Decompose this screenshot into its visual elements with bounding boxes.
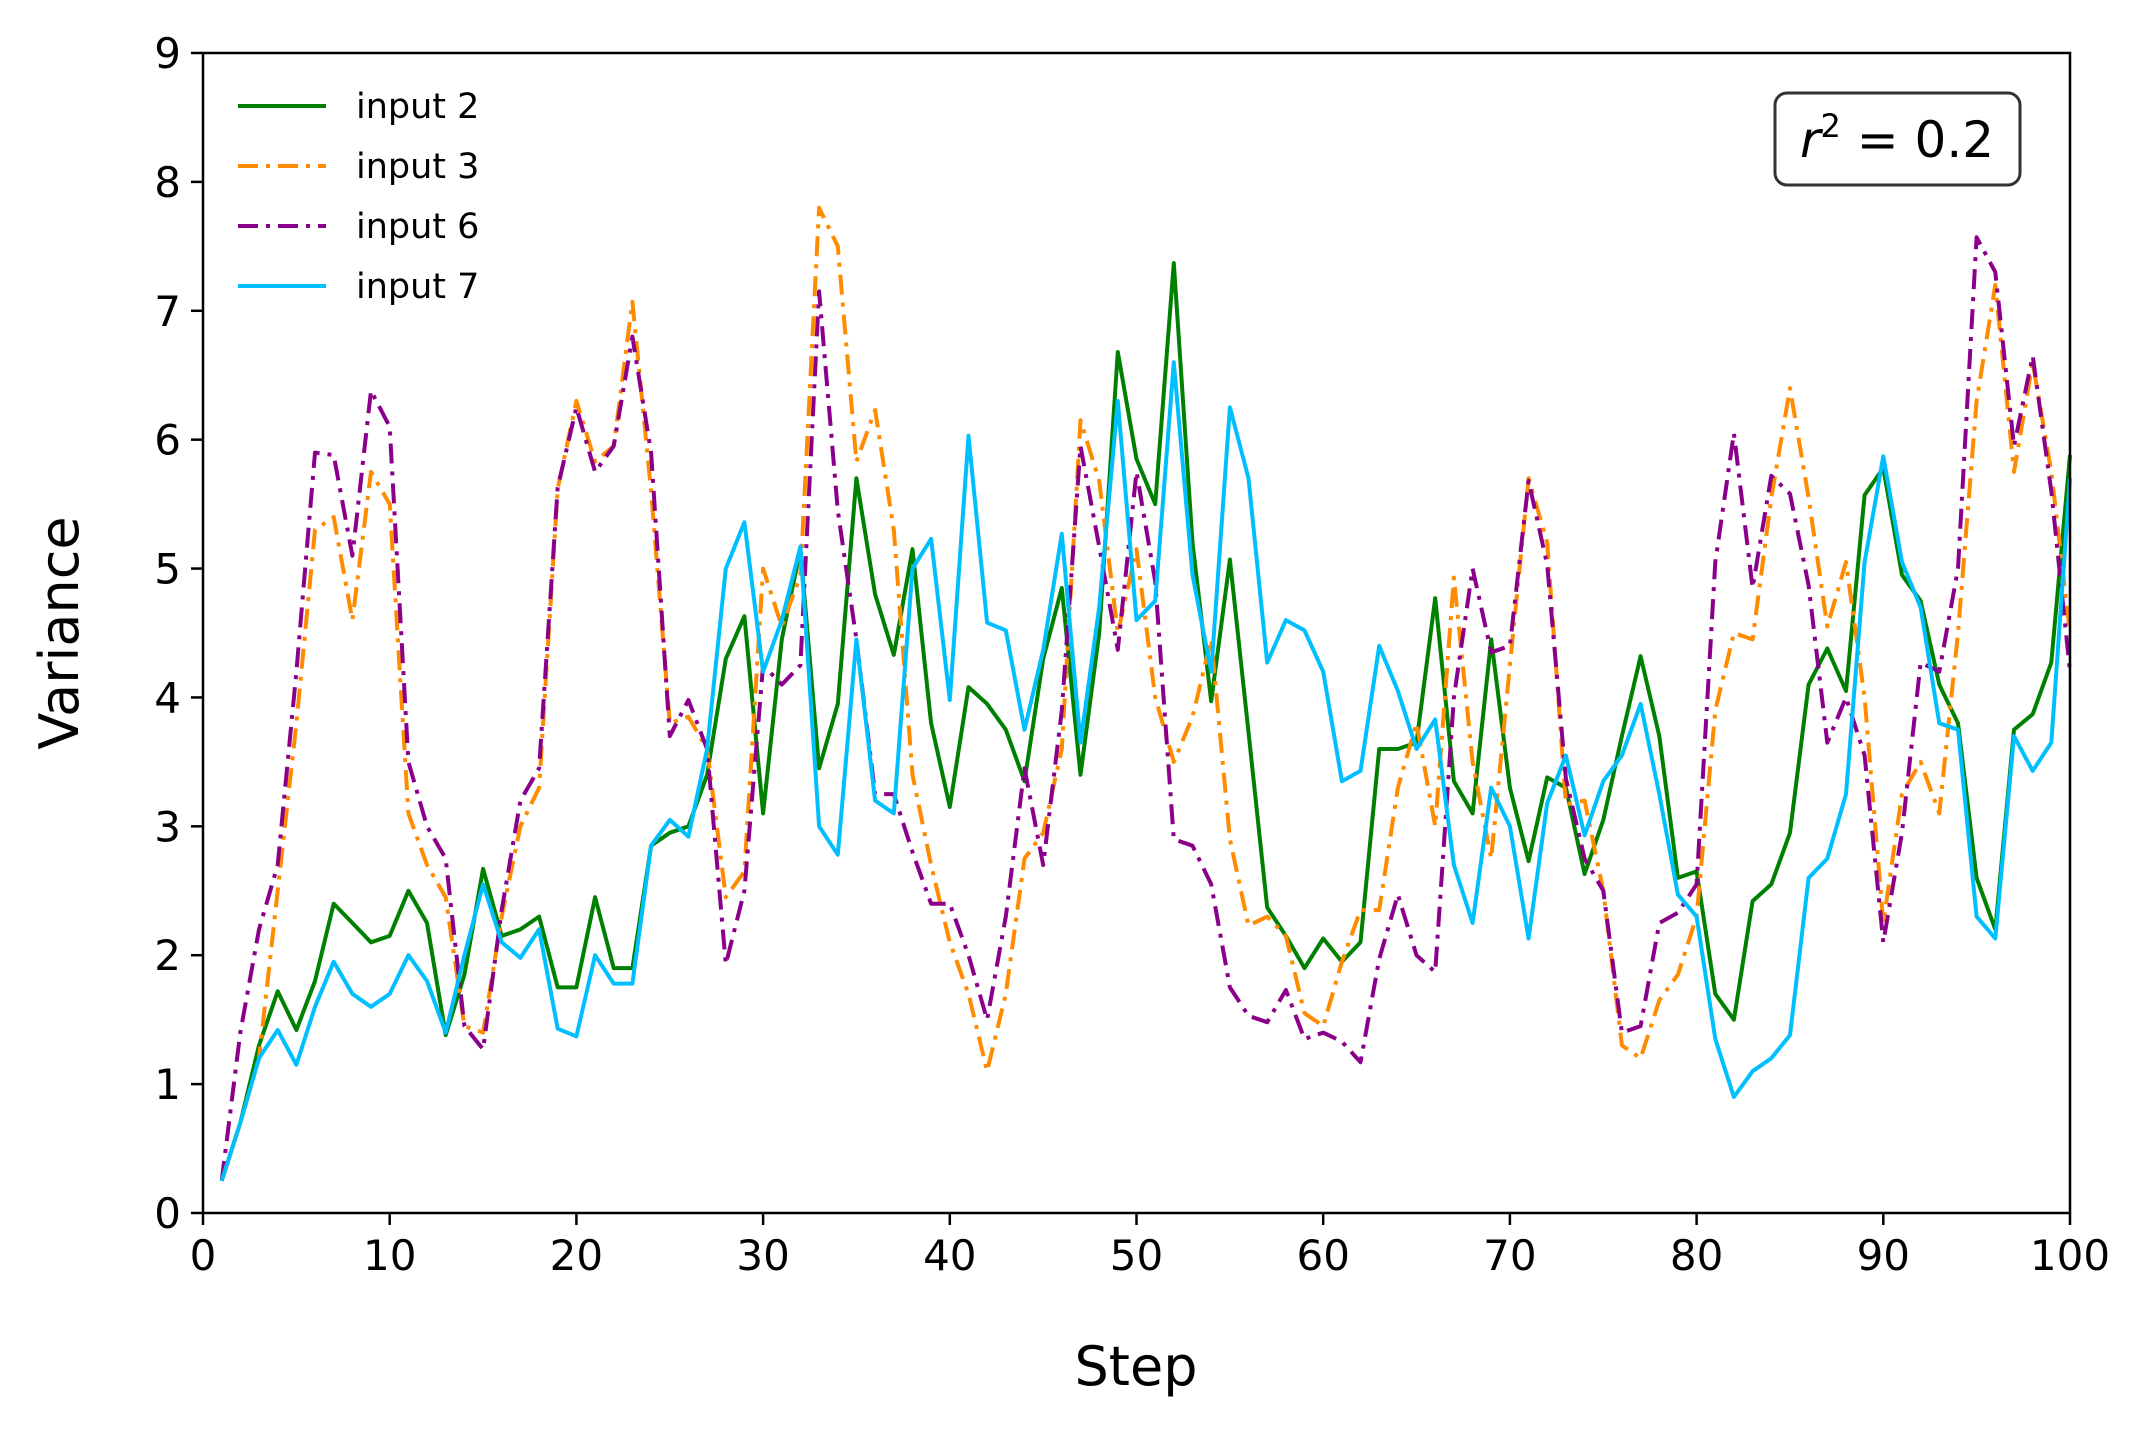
x-tick-label: 70 — [1483, 1231, 1536, 1280]
legend-label: input 3 — [356, 147, 479, 187]
y-tick-label: 2 — [154, 931, 181, 980]
annotation-sup: 2 — [1821, 107, 1841, 145]
x-tick-label: 10 — [363, 1231, 416, 1280]
annotation-box — [1773, 91, 2022, 187]
x-axis-title: Step — [1075, 1335, 1198, 1398]
legend: input 2 input 3 input 6 input 7 — [238, 87, 479, 307]
y-tick-label: 1 — [154, 1060, 181, 1109]
r-squared-annotation: r2 = 0.2 — [1773, 91, 2022, 187]
x-tick-label: 90 — [1857, 1231, 1910, 1280]
y-tick-label: 9 — [154, 29, 181, 78]
y-tick-label: 3 — [154, 802, 181, 851]
y-tick-label: 5 — [154, 545, 181, 594]
y-axis-title: Variance — [28, 516, 91, 749]
y-tick-label: 6 — [154, 416, 181, 465]
y-tick-label: 0 — [154, 1189, 181, 1238]
x-tick-label: 0 — [190, 1231, 217, 1280]
legend-label: input 7 — [356, 267, 479, 307]
y-tick-label: 7 — [154, 287, 181, 336]
annotation-var: r — [1800, 111, 1824, 169]
x-tick-label: 80 — [1670, 1231, 1723, 1280]
annotation-text: r2 = 0.2 — [1800, 107, 1994, 169]
x-tick-label: 30 — [736, 1231, 789, 1280]
x-tick-label: 20 — [550, 1231, 603, 1280]
legend-label: input 6 — [356, 207, 479, 247]
y-tick-label: 8 — [154, 158, 181, 207]
y-tick-label: 4 — [154, 673, 181, 722]
x-axis-ticks: 0 10 20 30 40 50 60 70 80 90 100 — [190, 1213, 2110, 1280]
x-tick-label: 60 — [1296, 1231, 1349, 1280]
x-tick-label: 50 — [1110, 1231, 1163, 1280]
x-tick-label: 40 — [923, 1231, 976, 1280]
annotation-rest: = 0.2 — [1841, 111, 1994, 169]
series-line-input-2 — [219, 261, 2072, 1182]
series-line-input-3 — [219, 205, 2072, 1182]
y-axis-ticks: 0 1 2 3 4 5 6 7 8 9 — [154, 29, 203, 1238]
series-line-input-7 — [219, 360, 2072, 1182]
series-group — [219, 205, 2072, 1182]
legend-label: input 2 — [356, 87, 479, 127]
series-line-input-6 — [219, 235, 2072, 1182]
x-tick-label: 100 — [2030, 1231, 2110, 1280]
